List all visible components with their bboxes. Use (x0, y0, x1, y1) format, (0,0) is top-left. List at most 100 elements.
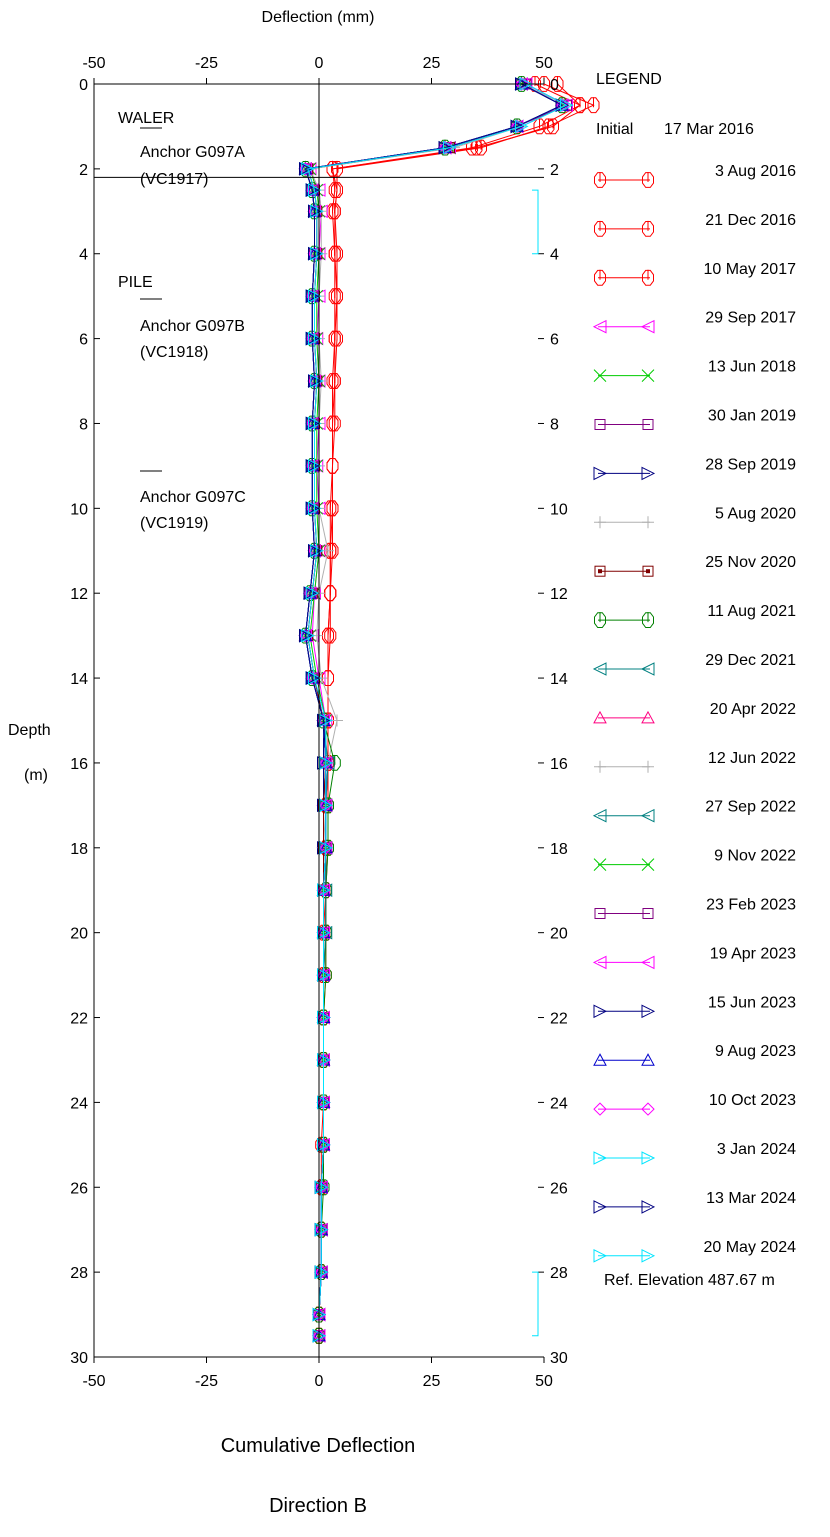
series-line (318, 83, 581, 1336)
legend-label: 23 Feb 2023 (706, 897, 796, 914)
legend-marker-right (642, 269, 654, 286)
data-point (322, 670, 334, 686)
annotation-anchor-c: Anchor G097C (140, 489, 246, 506)
legend-marker-left (594, 760, 606, 773)
series-line (304, 83, 564, 1336)
series-line (309, 83, 564, 1336)
annotation-pile: PILE (118, 274, 153, 291)
footer-line1: Cumulative Deflection (221, 1435, 416, 1457)
data-point (322, 627, 334, 644)
legend-entry: 29 Dec 2021 (592, 652, 796, 676)
legend-marker-left (594, 172, 606, 188)
data-point (314, 1180, 329, 1195)
data-point (319, 756, 333, 770)
data-point (322, 544, 334, 557)
cyan-bracket (532, 1271, 539, 1337)
series-line (304, 83, 564, 1336)
data-point (555, 98, 570, 113)
data-point (305, 671, 320, 685)
series-4 (303, 77, 569, 1343)
series-line (304, 83, 564, 1336)
legend-marker-left (593, 1004, 608, 1019)
legend-marker-right (642, 565, 654, 577)
x-tick-label-top: -50 (82, 55, 105, 72)
data-point (308, 459, 322, 473)
series-line (309, 83, 568, 1336)
series-line (304, 83, 564, 1336)
data-point (324, 627, 337, 644)
data-point (560, 98, 574, 113)
data-point (326, 458, 339, 474)
y-tick-label-left: 4 (79, 247, 88, 264)
data-point (305, 586, 320, 601)
data-point (317, 1138, 331, 1152)
y-tick-label-left: 14 (70, 671, 88, 688)
series-19 (298, 77, 569, 1343)
legend-marker-right (642, 221, 654, 237)
y-tick-label-right: 30 (550, 1350, 568, 1367)
legend-entry: 20 Apr 2022 (593, 701, 796, 724)
series-0 (313, 76, 586, 1344)
data-point (317, 1010, 331, 1025)
series-18 (298, 76, 569, 1342)
x-tick-label-top: -25 (195, 55, 218, 72)
series-12 (299, 78, 568, 1342)
legend-entry: 12 Jun 2022 (594, 750, 796, 773)
legend-marker-left (593, 1151, 608, 1165)
data-point (443, 140, 457, 155)
data-point (305, 183, 320, 197)
legend-marker-left (593, 858, 607, 871)
series-21 (299, 77, 570, 1343)
data-point (303, 586, 318, 601)
legend-entry: 9 Nov 2022 (593, 848, 796, 871)
legend-marker-left (592, 808, 607, 823)
data-point (310, 204, 324, 219)
data-point (320, 756, 335, 770)
data-point (310, 374, 324, 388)
series-line (304, 83, 564, 1336)
legend-label: 9 Nov 2022 (714, 848, 796, 865)
data-point (328, 203, 341, 220)
data-point (326, 500, 339, 517)
data-point (305, 289, 320, 303)
data-point (574, 97, 586, 114)
legend-marker-left (593, 1102, 607, 1116)
data-point (331, 714, 343, 727)
legend-marker-right (640, 808, 655, 823)
legend-marker-right (642, 419, 654, 430)
series-line (304, 83, 564, 1336)
data-point (317, 968, 331, 982)
data-point (331, 245, 343, 262)
data-point (310, 246, 324, 261)
series-line (304, 83, 564, 1336)
series-line (318, 83, 582, 1336)
series-16 (298, 77, 569, 1343)
legend-marker-left (593, 1053, 607, 1066)
legend-marker-left (593, 1248, 608, 1263)
series-10 (298, 77, 569, 1343)
legend-label: 20 Apr 2022 (710, 701, 796, 718)
legend-marker-left (594, 908, 606, 919)
data-point (319, 840, 333, 855)
series-13 (298, 77, 569, 1343)
footer-line2: Direction B (269, 1495, 367, 1517)
y-tick-label-right: 16 (550, 756, 568, 773)
data-point (326, 415, 339, 432)
series-7 (304, 78, 573, 1342)
legend-label: 5 Aug 2020 (715, 505, 796, 522)
data-point (331, 288, 343, 305)
y-tick-label-left: 22 (70, 1011, 88, 1028)
legend-entry: 19 Apr 2023 (592, 945, 796, 970)
y-tick-label-left: 30 (70, 1350, 88, 1367)
data-point (587, 97, 600, 114)
legend-marker-left (593, 466, 608, 481)
y-tick-label-left: 2 (79, 162, 88, 179)
series-line (307, 83, 564, 1336)
data-point (308, 204, 322, 219)
legend-marker-right (641, 1200, 656, 1214)
legend-title: LEGEND (596, 71, 662, 88)
x-tick-label-bottom: 25 (423, 1373, 441, 1390)
legend-layer: 3 Aug 2016 21 Dec 2016 10 May 2017 29 Sep 2… (592, 163, 796, 1263)
x-tick-label-bottom: -25 (195, 1373, 218, 1390)
y-tick-label-right: 10 (550, 501, 568, 518)
